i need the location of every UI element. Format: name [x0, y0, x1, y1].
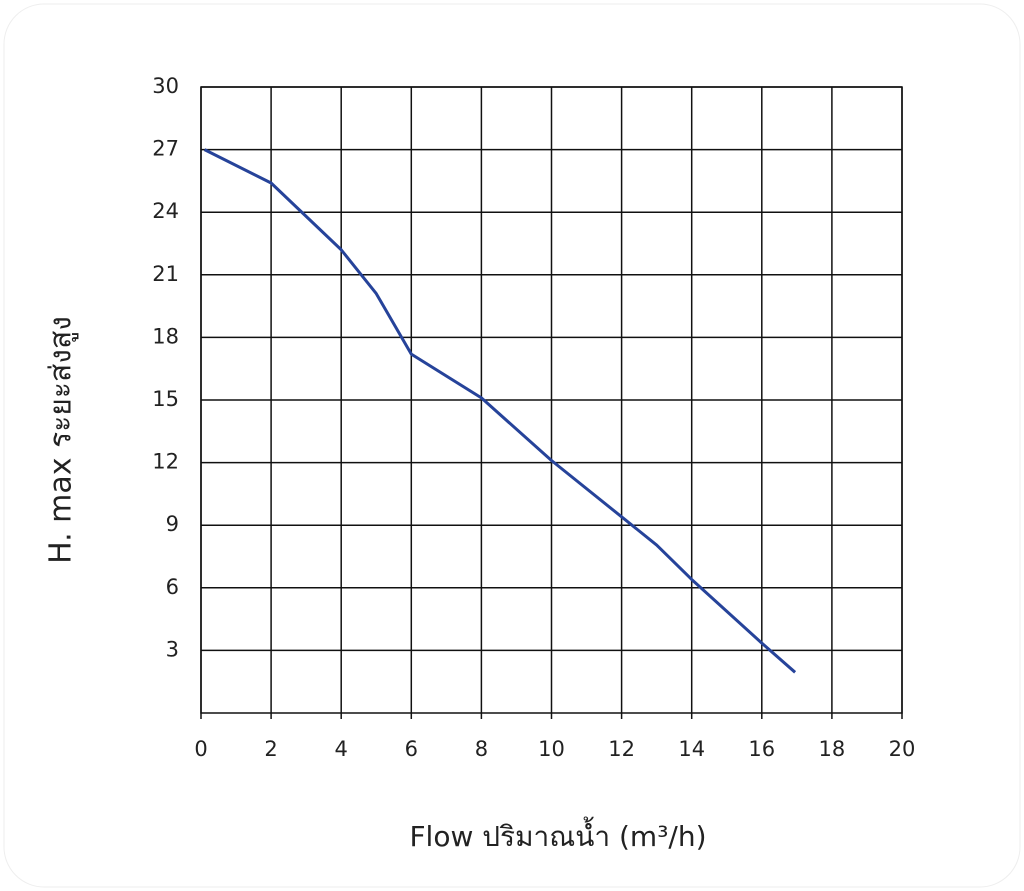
x-tick-label: 4 [335, 737, 348, 761]
x-tick-label: 0 [194, 737, 207, 761]
y-tick-label: 27 [152, 137, 179, 161]
x-tick-label: 8 [475, 737, 488, 761]
y-tick-label: 3 [166, 637, 179, 661]
x-axis-label: Flow ปริมาณน้ำ (m³/h) [409, 816, 706, 853]
y-tick-label: 12 [152, 450, 179, 474]
x-tick-label: 12 [608, 737, 635, 761]
y-tick-label: 30 [152, 74, 179, 98]
y-tick-label: 6 [166, 575, 179, 599]
line [203, 148, 797, 674]
x-tick-label: 2 [264, 737, 277, 761]
x-tick-label: 20 [889, 737, 916, 761]
x-tick-label: 16 [748, 737, 775, 761]
x-tick-label: 10 [538, 737, 565, 761]
y-tick-label: 24 [152, 199, 179, 223]
frame [3, 3, 1021, 888]
x-tick-label: 18 [819, 737, 846, 761]
y-axis-label: H. max ระยะส่งสูง [44, 316, 79, 564]
x-tick-label: 6 [405, 737, 418, 761]
x-tick-label: 14 [678, 737, 705, 761]
y-tick-label: 15 [152, 387, 179, 411]
y-tick-label: 9 [166, 512, 179, 536]
y-tick-label: 21 [152, 262, 179, 286]
y-tick-label: 18 [152, 324, 179, 348]
